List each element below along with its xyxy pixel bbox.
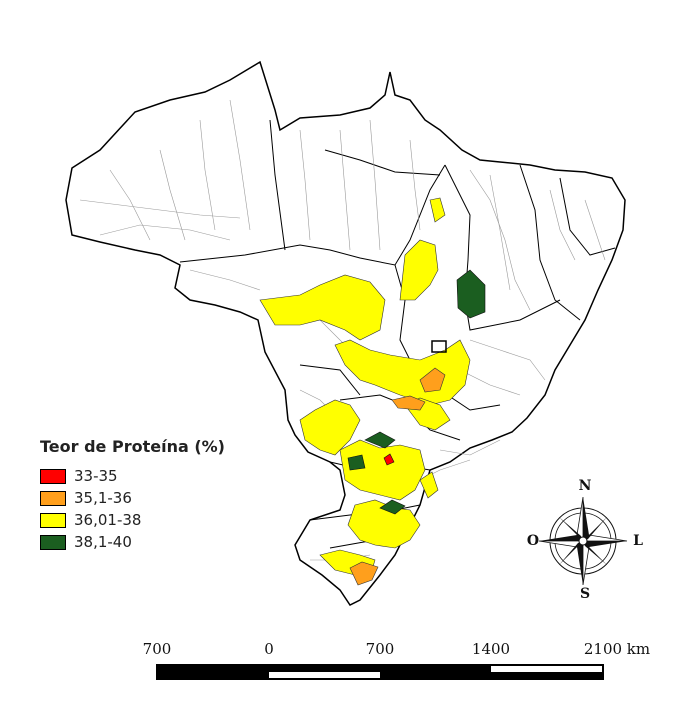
- legend: Teor de Proteína (%) 33-35 35,1-36 36,01…: [40, 437, 270, 553]
- legend-swatch: [40, 490, 66, 506]
- scale-bar: [156, 664, 604, 680]
- scale-label: 0: [264, 640, 274, 658]
- legend-label: 36,01-38: [74, 511, 142, 529]
- legend-title: Teor de Proteína (%): [40, 437, 225, 456]
- scale-label: 700: [142, 640, 172, 658]
- legend-item: 38,1-40: [40, 531, 270, 553]
- compass-north-label: N: [578, 478, 592, 494]
- legend-swatch: [40, 468, 66, 484]
- federal-district: [431, 340, 447, 353]
- class-38-40-regions: [347, 269, 486, 515]
- legend-swatch: [40, 512, 66, 528]
- brazil-outline: [65, 60, 626, 606]
- legend-item: 35,1-36: [40, 487, 270, 509]
- compass-rose-icon: [538, 496, 628, 586]
- scale-label: 1400: [471, 640, 511, 658]
- legend-swatch: [40, 534, 66, 550]
- compass-west-label: O: [526, 533, 540, 549]
- legend-label: 38,1-40: [74, 533, 132, 551]
- scale-label: 2100 km: [583, 640, 651, 658]
- legend-label: 33-35: [74, 467, 118, 485]
- legend-item: 36,01-38: [40, 509, 270, 531]
- compass-south-label: S: [579, 586, 591, 602]
- class-33-35-regions: [383, 453, 395, 466]
- compass-east-label: L: [633, 533, 643, 549]
- legend-item: 33-35: [40, 465, 270, 487]
- legend-label: 35,1-36: [74, 489, 132, 507]
- class-35-36-regions: [349, 367, 446, 586]
- scale-label: 700: [365, 640, 395, 658]
